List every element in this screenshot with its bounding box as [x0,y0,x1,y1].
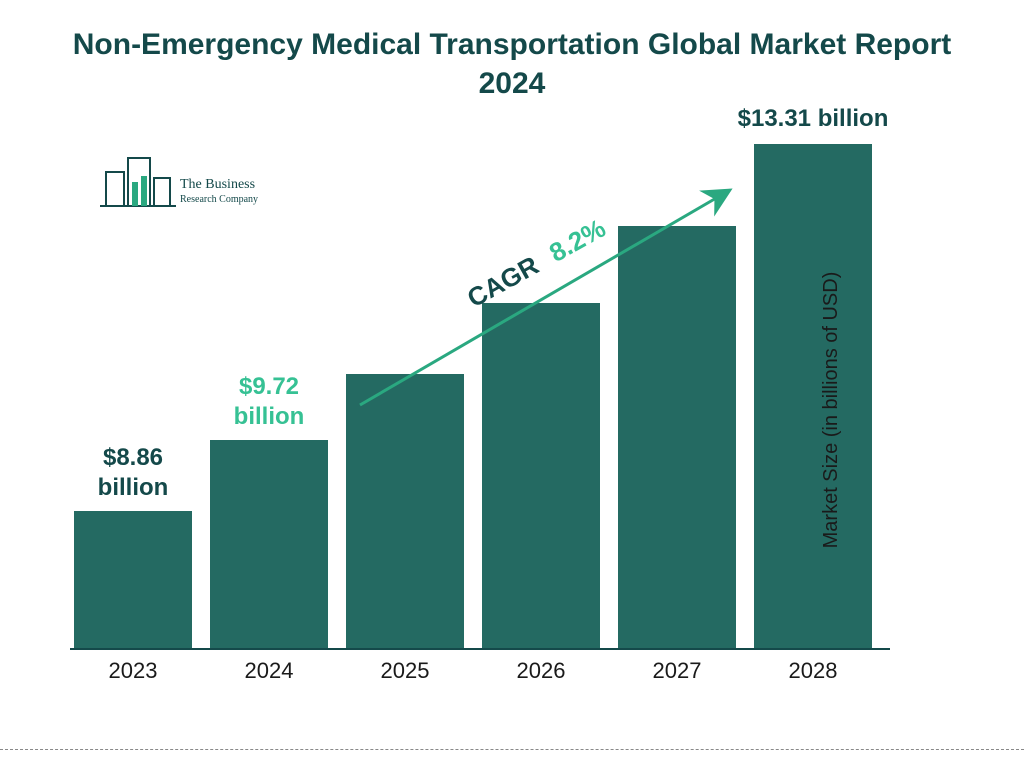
company-logo: The Business Research Company [98,148,268,228]
svg-text:Research Company: Research Company [180,194,258,205]
x-label-2028: 2028 [753,658,873,684]
x-label-2023: 2023 [73,658,193,684]
bar-2025 [346,374,464,648]
bar-2026 [482,303,600,648]
value-label-2023: $8.86billion [68,443,198,503]
chart-title: Non-Emergency Medical Transportation Glo… [0,0,1024,113]
x-label-2027: 2027 [617,658,737,684]
bar-2027 [618,226,736,648]
bar-2028 [754,144,872,648]
footer-divider [0,749,1024,750]
x-label-2024: 2024 [209,658,329,684]
value-label-2028: $13.31 billion [714,104,912,134]
x-label-2025: 2025 [345,658,465,684]
svg-text:The Business: The Business [180,177,255,192]
y-axis-label: Market Size (in billions of USD) [820,272,843,549]
x-label-2026: 2026 [481,658,601,684]
value-label-2024: $9.72billion [204,372,334,432]
bar-2024 [210,440,328,648]
bar-2023 [74,511,192,648]
